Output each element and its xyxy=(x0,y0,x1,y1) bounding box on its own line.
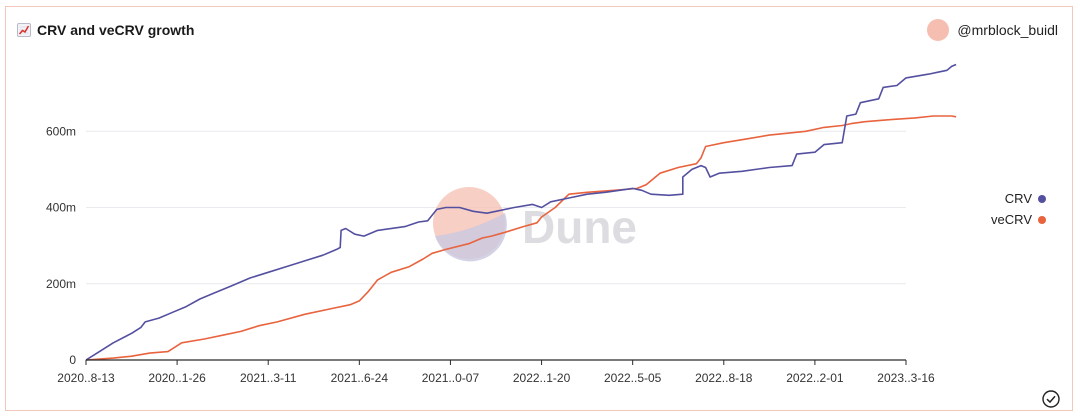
series-layer xyxy=(85,63,957,361)
y-tick-label: 400m xyxy=(46,201,76,215)
avatar xyxy=(927,19,950,41)
x-tick-label: 2022..8-18 xyxy=(695,371,753,385)
series-line-crv xyxy=(85,63,957,361)
dune-watermark: Dune xyxy=(433,187,637,262)
x-tick-label: 2023..3-16 xyxy=(877,371,935,385)
x-tick-label: 2022..5-05 xyxy=(604,371,662,385)
x-tick-label: 2021..0-07 xyxy=(422,371,480,385)
legend: CRV veCRV xyxy=(980,188,1046,230)
watermark-text: Dune xyxy=(522,201,637,253)
legend-item-vecrv[interactable]: veCRV xyxy=(980,209,1046,230)
y-tick-label: 200m xyxy=(46,277,76,291)
y-tick-label: 600m xyxy=(46,124,76,138)
chart-increasing-icon xyxy=(17,23,31,37)
legend-dot-crv xyxy=(1038,194,1046,203)
legend-dot-vecrv xyxy=(1038,215,1046,224)
legend-label-crv: CRV xyxy=(1004,191,1032,206)
author-badge[interactable]: @mrblock_buidl xyxy=(927,19,1058,41)
x-axis: 2020..8-13 2020..1-26 2021..3-11 2021..6-24… xyxy=(57,360,935,385)
y-axis: 0 200m 400m 600m xyxy=(46,124,906,367)
chart-title-text: CRV and veCRV growth xyxy=(37,22,195,38)
check-circle-icon[interactable] xyxy=(1041,389,1061,409)
chart-card: CRV and veCRV growth @mrblock_buidl xyxy=(5,6,1073,411)
series-line-vecrv xyxy=(85,115,957,361)
x-tick-label: 2021..6-24 xyxy=(331,371,389,385)
author-name: @mrblock_buidl xyxy=(957,22,1058,38)
legend-item-crv[interactable]: CRV xyxy=(980,188,1046,209)
x-tick-label: 2022..1-20 xyxy=(513,371,571,385)
x-tick-label: 2020..1-26 xyxy=(148,371,206,385)
y-tick-label: 0 xyxy=(69,353,76,367)
x-tick-label: 2021..3-11 xyxy=(240,371,297,385)
watermark-logo-wedge xyxy=(435,213,507,262)
x-tick-label: 2022..2-01 xyxy=(786,371,844,385)
legend-label-vecrv: veCRV xyxy=(991,212,1032,227)
x-tick-label: 2020..8-13 xyxy=(57,371,115,385)
chart-title: CRV and veCRV growth xyxy=(17,22,194,38)
